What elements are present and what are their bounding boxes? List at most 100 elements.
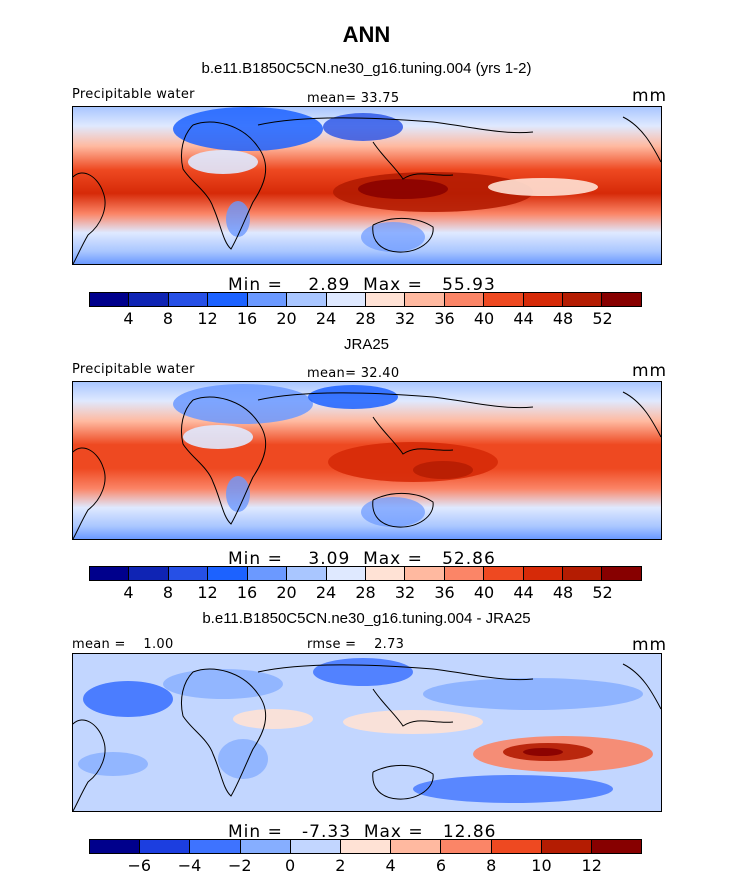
panel2-colorbar-tick: 36 xyxy=(434,583,455,602)
panel2-colorbar-bin xyxy=(326,567,366,580)
panel1-map xyxy=(72,106,662,265)
panel2-colorbar-bin xyxy=(247,567,288,580)
panel3-colorbar-tick: 4 xyxy=(385,856,396,875)
panel2-map xyxy=(72,381,662,540)
panel2-colorbar-tick: 24 xyxy=(315,583,337,602)
panel1-coast-asia xyxy=(257,117,534,180)
panel3-colorbar-tick: 0 xyxy=(284,856,296,875)
panel1-colorbar-bin xyxy=(90,293,130,306)
panel1-colorbar-bin xyxy=(444,293,485,306)
panel2-colorbar-tick: 16 xyxy=(236,583,258,602)
panel1-colorbar-tick: 16 xyxy=(236,309,258,328)
panel2-coast-africa xyxy=(180,396,267,525)
panel1-colorbar-bin xyxy=(602,293,641,306)
panel3-coast-asia xyxy=(257,664,534,727)
panel3-coast-africa xyxy=(180,668,267,797)
panel1-colorbar-tick: 48 xyxy=(552,309,574,328)
panel1-colorbar-tick: 28 xyxy=(355,309,376,328)
panel1-mean: mean= 33.75 xyxy=(307,91,400,106)
panel3-colorbar-bin xyxy=(240,840,291,853)
panel2-blob-warmpool-core xyxy=(413,461,473,479)
panel1-colorbar-tick: 32 xyxy=(394,309,416,328)
panel2-colorbar-tick: 8 xyxy=(162,583,174,602)
panel1-blob-northasia xyxy=(173,107,323,151)
panel3-colorbar-tick: 10 xyxy=(531,856,552,875)
panel1-blob-pacific xyxy=(488,178,598,196)
panel3-rmse: rmse = 2.73 xyxy=(307,637,405,652)
panel1-colorbar-bin xyxy=(168,293,209,306)
panel2-colorbar-tick: 28 xyxy=(355,583,376,602)
panel3-blob-sind xyxy=(413,775,613,803)
panel2-colorbar-tick: 32 xyxy=(394,583,416,602)
panel3-mean: mean = 1.00 xyxy=(72,637,174,652)
panel1-colorbar-tick: 8 xyxy=(162,309,174,328)
panel2-blob-sahara xyxy=(183,425,253,449)
panel1-colorbar-tick: 36 xyxy=(434,309,455,328)
panel3-blob-spcz-max xyxy=(523,748,563,756)
panel2-coast-americas xyxy=(73,447,106,539)
panel1-coast-americas xyxy=(73,172,106,264)
panel1-colorbar-tick: 52 xyxy=(592,309,613,328)
panel1-blob-safrica xyxy=(226,201,250,237)
panel2-blob-himalaya xyxy=(308,385,398,409)
panel2-colorbar-bin xyxy=(365,567,406,580)
panel1-colorbar-bin xyxy=(287,293,327,306)
panel2-units: mm xyxy=(632,361,668,381)
panel3-units: mm xyxy=(632,635,668,655)
panel3-coast-australia xyxy=(372,764,434,800)
panel3-colorbar-tick: 8 xyxy=(486,856,497,875)
panel2-colorbar-tick: 12 xyxy=(197,583,218,602)
panel3-colorbar-bin xyxy=(190,840,241,853)
panel1-colorbar-bin xyxy=(326,293,366,306)
panel1-blob-australia xyxy=(361,222,425,252)
panel3-blob-safr xyxy=(218,739,268,779)
panel2-colorbar-bin xyxy=(602,567,641,580)
panel2-colorbar-tick: 52 xyxy=(592,583,613,602)
panel3-colorbar-bin xyxy=(591,840,642,853)
panel2-colorbar-bin xyxy=(287,567,327,580)
panel2-blob-safrica xyxy=(226,476,250,512)
panel1-minmax: Min = 2.89 Max = 55.93 xyxy=(228,275,496,295)
panel3-colorbar-bin xyxy=(491,840,542,853)
panel2-blob-northasia xyxy=(173,384,313,424)
main-title: ANN xyxy=(342,22,391,47)
panel2-colorbar-tick: 44 xyxy=(513,583,534,602)
panel1-blob-sahara xyxy=(188,150,258,174)
panel3-colorbar-bin xyxy=(290,840,341,853)
panel3-colorbar-tick: 12 xyxy=(581,856,602,875)
panel2-mean: mean= 32.40 xyxy=(307,366,400,381)
panel3-colorbar-bin xyxy=(340,840,392,853)
panel1-colorbar xyxy=(89,292,642,307)
panel3-blob-asia xyxy=(313,658,413,686)
panel3-colorbar-tick: −2 xyxy=(228,856,252,875)
panel1-colorbar-bin xyxy=(365,293,406,306)
panel3-colorbar-ticks: −6 −4 −2 0 2 4 6 8 10 12 xyxy=(89,856,642,876)
panel2-blob-australia xyxy=(361,497,425,527)
panel2-colorbar-tick: 40 xyxy=(473,583,495,602)
panel2-colorbar-bin xyxy=(484,567,524,580)
panel2-colorbar-ticks: 4 8 12 16 20 24 28 32 36 40 44 48 52 xyxy=(89,583,642,603)
panel2-colorbar-tick: 48 xyxy=(552,583,574,602)
panel3-minmax: Min = -7.33 Max = 12.86 xyxy=(228,822,497,842)
panel2-coast-americas-east xyxy=(622,391,661,438)
panel1-colorbar-tick: 40 xyxy=(473,309,495,328)
panel1-variable-label: Precipitable water xyxy=(72,87,195,102)
panel3-coast-americas xyxy=(73,719,106,811)
panel3-colorbar-bin xyxy=(140,840,191,853)
panel3-blob-tropics xyxy=(233,709,313,729)
panel2-colorbar-bin xyxy=(405,567,445,580)
panel1-colorbar-bin xyxy=(247,293,288,306)
panel1-colorbar-tick: 12 xyxy=(197,309,218,328)
panel1-colorbar-bin xyxy=(563,293,603,306)
panel1-colorbar-bin xyxy=(484,293,524,306)
panel2-colorbar-bin xyxy=(129,567,169,580)
panel3-colorbar-bin xyxy=(541,840,592,853)
panel2-colorbar-bin xyxy=(523,567,564,580)
panel3-colorbar-tick: −4 xyxy=(177,856,202,875)
panel1-colorbar-tick: 4 xyxy=(123,309,134,328)
panel1-coast-australia xyxy=(372,217,434,253)
panel3-colorbar-tick: −6 xyxy=(127,856,152,875)
panel1-coast-americas-east xyxy=(622,116,661,163)
panel2-colorbar-tick: 4 xyxy=(123,583,134,602)
panel1-title: b.e11.B1850C5CN.ne30_g16.tuning.004 (yrs… xyxy=(201,60,532,77)
